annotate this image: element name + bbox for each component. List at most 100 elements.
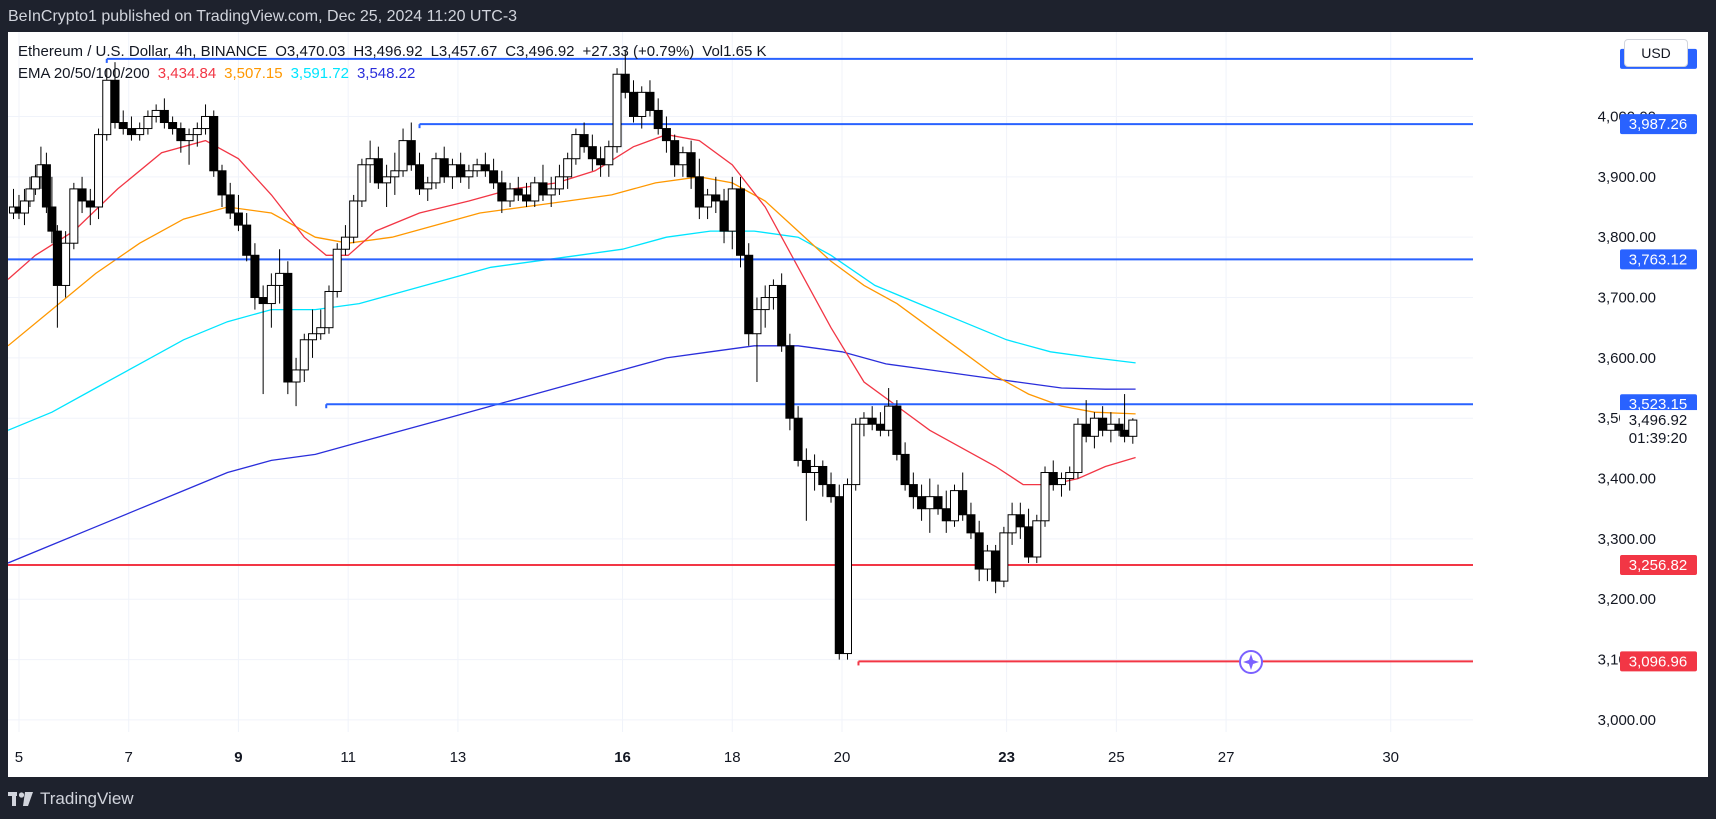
- x-tick-label: 13: [450, 749, 467, 766]
- candle-up: [678, 152, 688, 166]
- sparkle-circle-icon[interactable]: [1239, 650, 1263, 674]
- candle-up: [192, 128, 202, 136]
- y-tick-label: 3,200.00: [1598, 591, 1656, 608]
- candle-down: [283, 272, 293, 383]
- candle-down: [1015, 514, 1025, 528]
- candle-up: [727, 188, 737, 232]
- candle-down: [159, 109, 169, 124]
- candle-down: [52, 230, 62, 286]
- candle-up: [546, 188, 556, 196]
- candle-down: [908, 484, 918, 498]
- candle-down: [489, 170, 499, 184]
- candle-up: [291, 369, 301, 383]
- legend-symbol[interactable]: Ethereum / U.S. Dollar, 4h, BINANCE: [18, 43, 268, 60]
- legend-ema-label[interactable]: EMA 20/50/100/200: [18, 65, 150, 82]
- candle-down: [1081, 423, 1091, 437]
- currency-button[interactable]: USD: [1624, 39, 1688, 67]
- candle-down: [579, 134, 589, 148]
- candle-down: [744, 254, 754, 335]
- y-tick-label: 3,400.00: [1598, 471, 1656, 488]
- x-tick-label: 23: [998, 749, 1015, 766]
- candle-down: [958, 490, 968, 516]
- candle-up: [135, 128, 145, 136]
- candle-down: [110, 79, 120, 124]
- price-tag-label: 3,763.12: [1629, 251, 1687, 268]
- candle-up: [1128, 419, 1138, 437]
- candle-down: [217, 170, 227, 196]
- legend-ema50-value: 3,507.15: [224, 65, 283, 82]
- candle-up: [1065, 472, 1075, 480]
- ema-lines: [8, 133, 1136, 564]
- candle-up: [999, 532, 1009, 582]
- candle-up: [431, 158, 441, 184]
- candle-down: [670, 140, 680, 166]
- last-price-tag-bg: [1620, 410, 1697, 449]
- candle-up: [563, 158, 573, 178]
- footer-brand: TradingView: [40, 789, 134, 808]
- candle-up: [530, 182, 540, 202]
- candle-down: [793, 417, 803, 461]
- candle-up: [1106, 423, 1116, 431]
- last-price-label: 3,496.92: [1629, 412, 1687, 429]
- legend-ema100-value: 3,591.72: [290, 65, 349, 82]
- candle-down: [933, 496, 943, 510]
- candle-down: [538, 182, 548, 196]
- candle-up: [884, 405, 894, 431]
- price-tag-bg: [1620, 651, 1697, 672]
- candle-up: [332, 248, 342, 292]
- candle-down: [176, 128, 186, 142]
- candle-down: [118, 122, 128, 130]
- candle-up: [340, 236, 350, 250]
- candle-down: [801, 459, 811, 474]
- x-tick-label: 16: [614, 749, 631, 766]
- price-tag-label: 3,987.26: [1629, 116, 1687, 133]
- candle-down: [711, 194, 721, 202]
- candle-down: [250, 254, 260, 299]
- candle-up: [30, 176, 40, 190]
- candle-up: [1007, 514, 1017, 534]
- candle-down: [900, 453, 910, 486]
- chart-legend: Ethereum / U.S. Dollar, 4h, BINANCE O3,4…: [18, 41, 767, 85]
- candle-down: [875, 423, 885, 431]
- candle-down: [719, 200, 729, 232]
- candle-down: [497, 182, 507, 202]
- legend-volume: Vol1.65 K: [702, 43, 767, 60]
- candle-up: [390, 170, 400, 178]
- candlesticks: [8, 50, 1138, 660]
- candle-up: [69, 188, 79, 244]
- candle-up: [266, 284, 276, 305]
- candle-down: [653, 109, 663, 130]
- candle-up: [472, 164, 482, 172]
- candle-down: [258, 297, 268, 305]
- candle-down: [661, 128, 671, 142]
- legend-change: +27.33 (+0.79%): [582, 43, 695, 60]
- x-axis: 5 7 9 11 13 16 18 20 23 25 27 30: [15, 749, 1399, 766]
- candle-up: [201, 115, 211, 130]
- ema20-line: [8, 133, 1136, 486]
- candle-up: [102, 79, 112, 136]
- candle-down: [456, 164, 466, 178]
- x-tick-label: 18: [724, 749, 741, 766]
- candle-up: [851, 423, 861, 486]
- candle-down: [974, 532, 984, 570]
- ema200-line: [8, 345, 1136, 564]
- candle-down: [439, 158, 449, 178]
- candle-down: [233, 212, 243, 226]
- candle-up: [760, 297, 770, 311]
- candle-up: [612, 73, 622, 148]
- support-resistance-levels: [8, 57, 1479, 666]
- candle-up: [316, 327, 326, 335]
- legend-close: C3,496.92: [505, 43, 575, 60]
- footer: TradingView: [0, 777, 1716, 819]
- price-tag-label: 3,523.15: [1629, 396, 1687, 413]
- candle-down: [686, 152, 696, 178]
- x-tick-label: 27: [1218, 749, 1235, 766]
- candle-down: [77, 188, 87, 202]
- candle-up: [604, 146, 614, 166]
- candle-up: [859, 417, 869, 425]
- tradingview-logo[interactable]: TradingView: [8, 789, 134, 809]
- y-tick-label: 3,300.00: [1598, 531, 1656, 548]
- legend-ema200-value: 3,548.22: [356, 65, 416, 82]
